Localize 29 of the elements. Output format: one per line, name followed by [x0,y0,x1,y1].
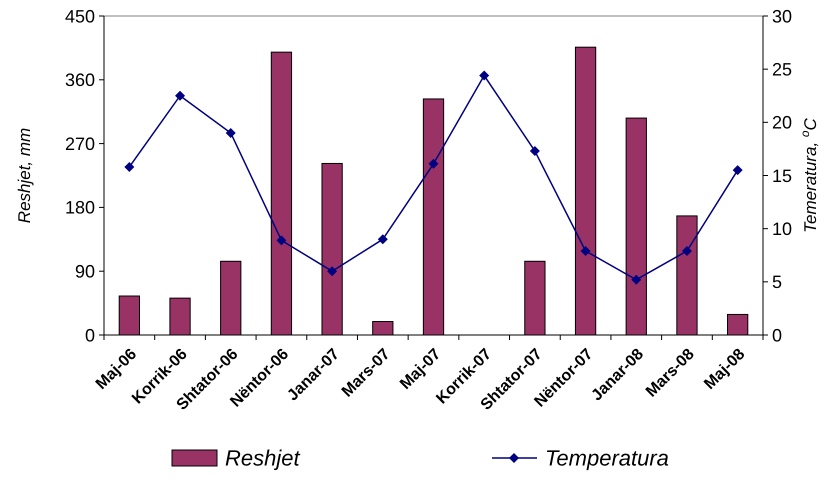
y-tick-label: 270 [64,134,95,154]
point [428,158,438,169]
point [175,90,186,101]
y-tick-label: 90 [74,262,95,282]
y2-tick-label: 5 [772,272,782,292]
point [124,162,134,172]
y-tick-label: 180 [64,198,95,218]
y2-tick-label: 10 [772,218,792,239]
point [580,246,591,256]
point [682,246,692,256]
point [276,235,286,246]
point [479,70,490,81]
y-tick-label: 450 [64,6,95,26]
y2-tick-label: 30 [772,6,792,26]
point [226,128,236,138]
y2-tick-label: 0 [772,325,782,346]
point [732,165,743,176]
y2-tick-label: 15 [772,166,792,186]
legend-label: Temperatura [545,446,669,471]
y-axis-title: Reshjet, mm [15,128,34,224]
y2-tick-label: 25 [772,59,792,80]
point [631,274,642,285]
legend-label: Reshjet [225,446,300,471]
y2-tick-label: 20 [772,112,792,133]
point [530,146,540,156]
y-tick-label: 0 [84,325,95,346]
point [378,234,388,244]
y-tick-label: 360 [64,70,95,90]
point [327,266,338,276]
